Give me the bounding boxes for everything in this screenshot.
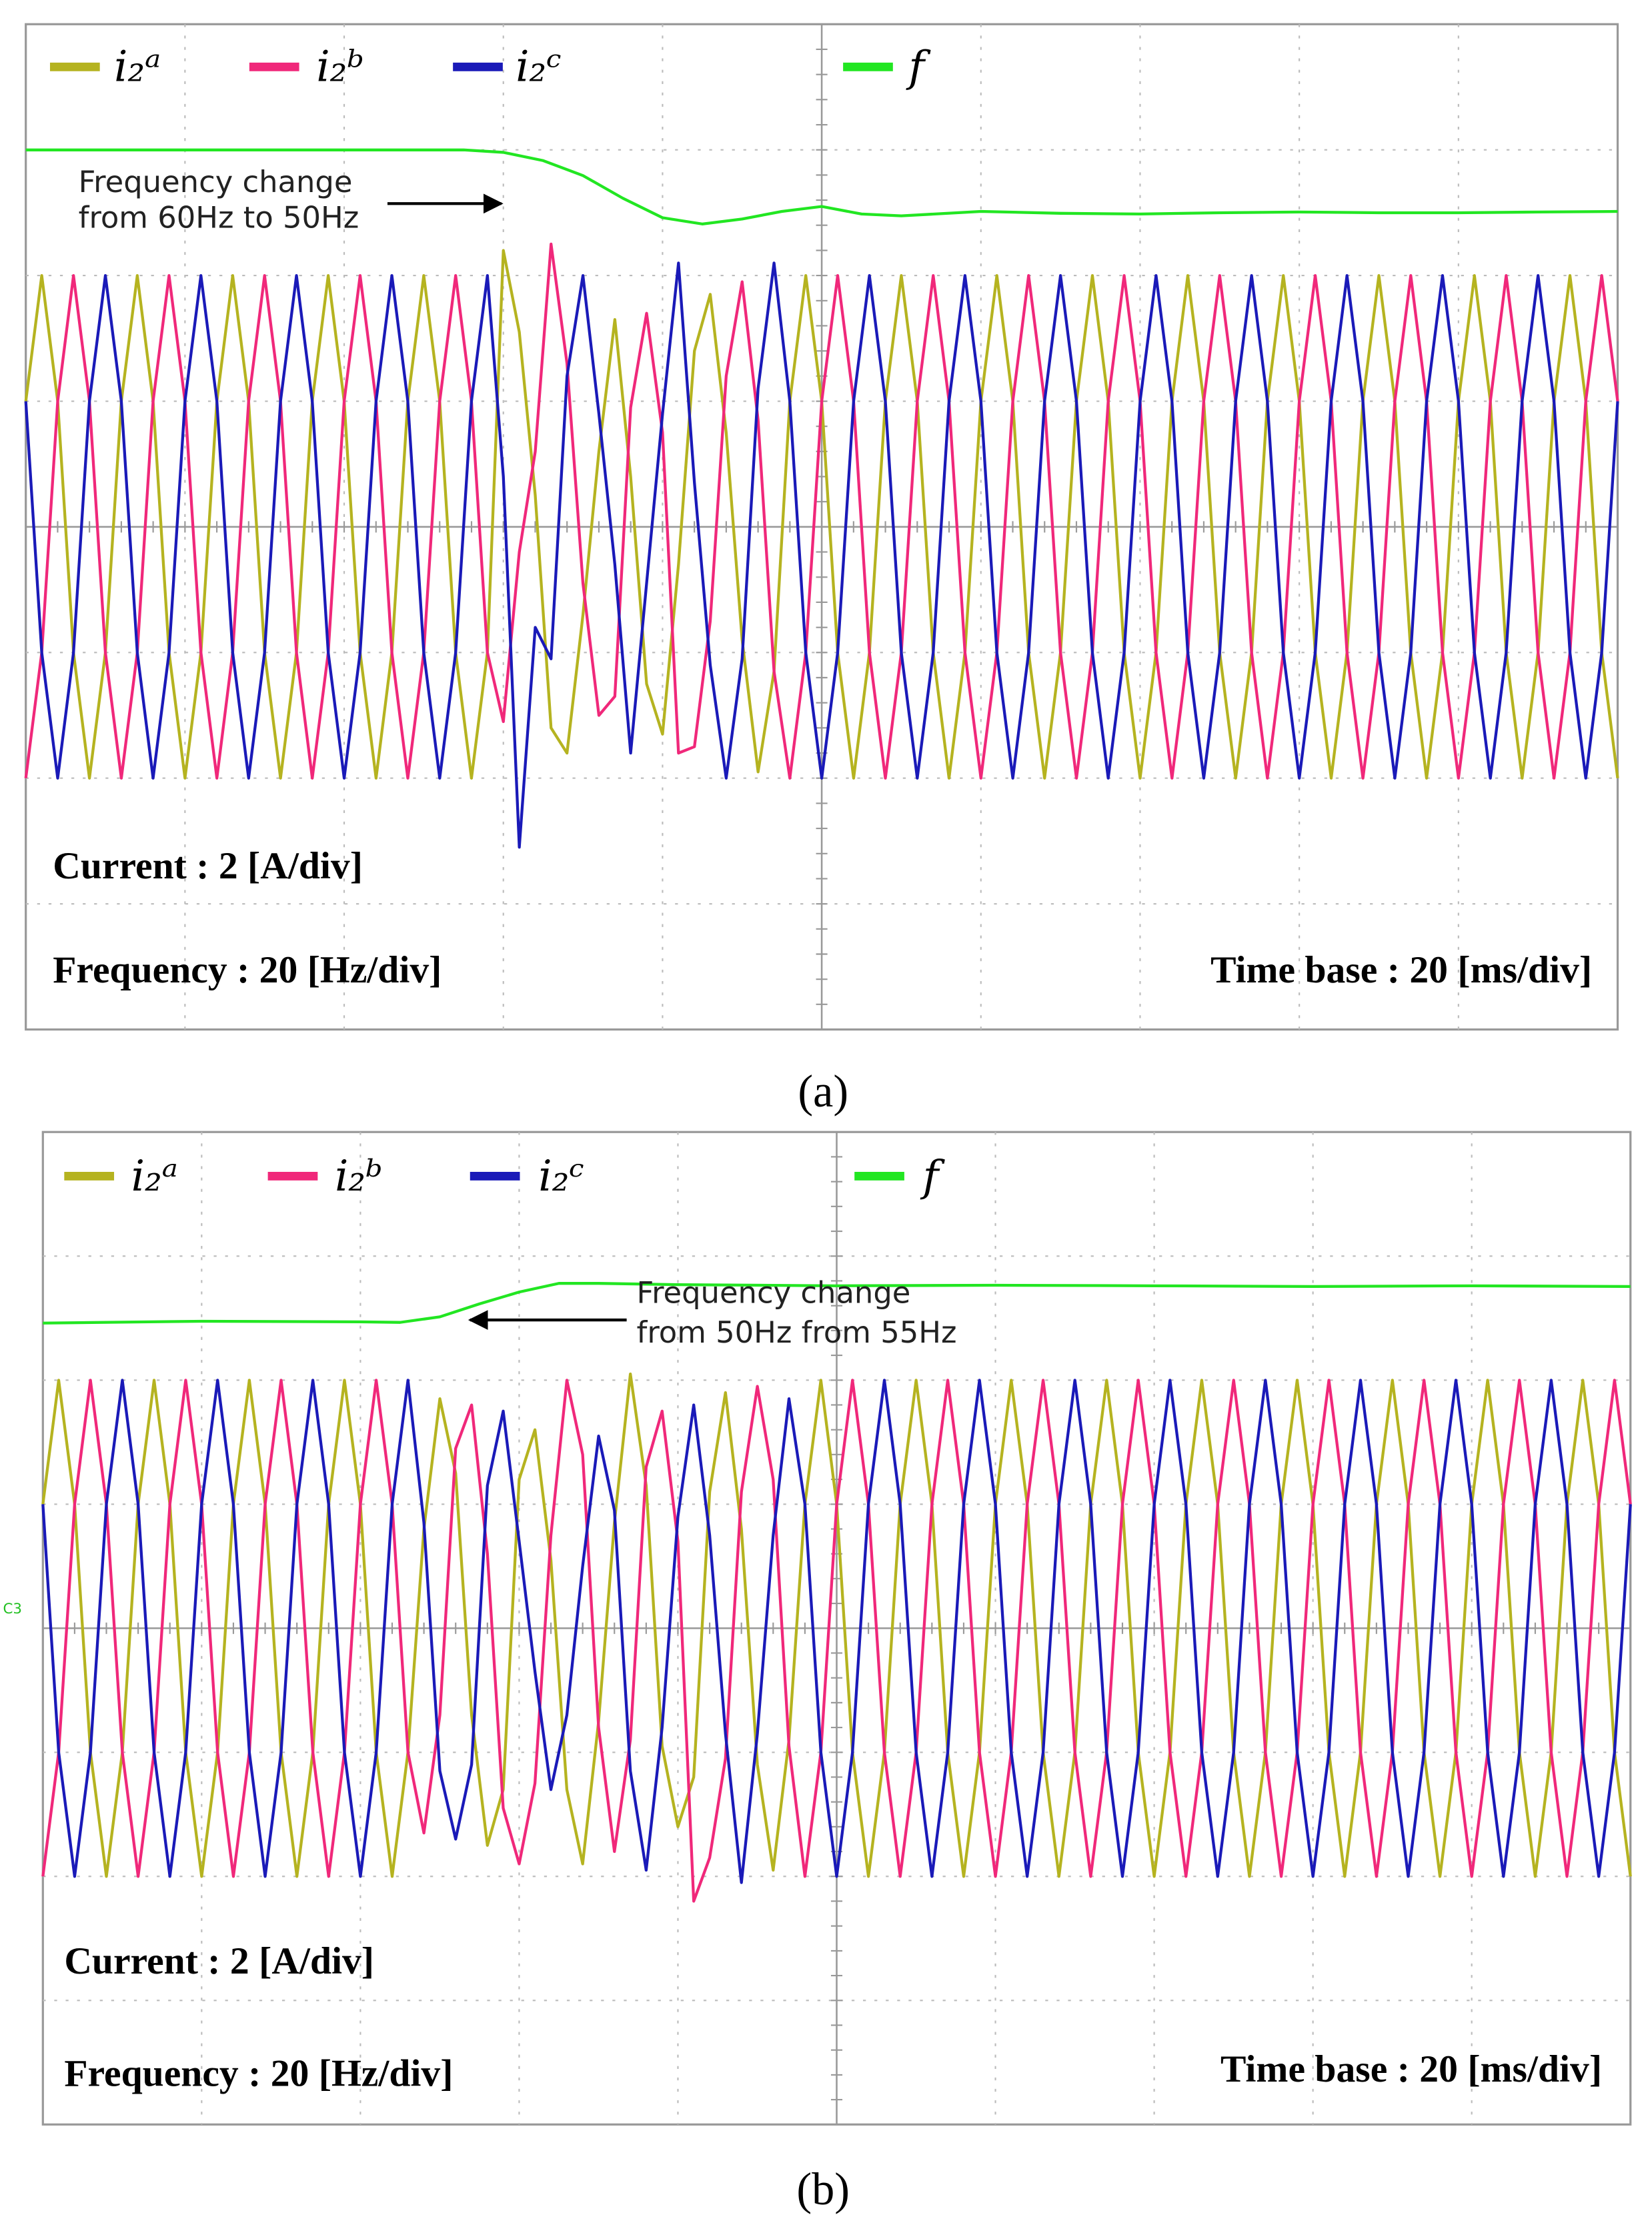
legend-label: i₂ᵃ xyxy=(114,43,161,92)
annotation: Frequency change xyxy=(637,1275,911,1310)
trace xyxy=(25,148,1618,225)
annotation: Frequency change xyxy=(79,164,353,199)
legend-label: i₂ᵇ xyxy=(335,1152,383,1201)
legend-label: i₂ᵇ xyxy=(316,43,364,92)
trace xyxy=(43,1282,1631,1325)
scale-note: Current : 2 [A/div] xyxy=(53,845,363,887)
trace xyxy=(41,1379,1632,1903)
trace xyxy=(24,242,1619,780)
trace xyxy=(24,261,1619,849)
scale-note: Time base : 20 [ms/div] xyxy=(1210,949,1592,991)
scale-note: Frequency : 20 [Hz/div] xyxy=(53,949,442,991)
panel-caption: (b) xyxy=(796,2164,850,2214)
legend-label: i₂ᶜ xyxy=(516,43,562,92)
scale-note: Current : 2 [A/div] xyxy=(64,1940,374,1982)
trace xyxy=(41,1379,1632,1884)
scale-note: Frequency : 20 [Hz/div] xyxy=(64,2053,453,2095)
annotation: from 50Hz from 55Hz xyxy=(637,1315,957,1350)
scale-note: Time base : 20 [ms/div] xyxy=(1220,2048,1602,2090)
panel-caption: (a) xyxy=(798,1066,848,1117)
annotation: from 60Hz to 50Hz xyxy=(79,200,359,235)
legend-label: i₂ᶜ xyxy=(538,1152,584,1201)
channel-marker: C3 xyxy=(3,1601,22,1617)
legend-label: i₂ᵃ xyxy=(131,1152,178,1201)
